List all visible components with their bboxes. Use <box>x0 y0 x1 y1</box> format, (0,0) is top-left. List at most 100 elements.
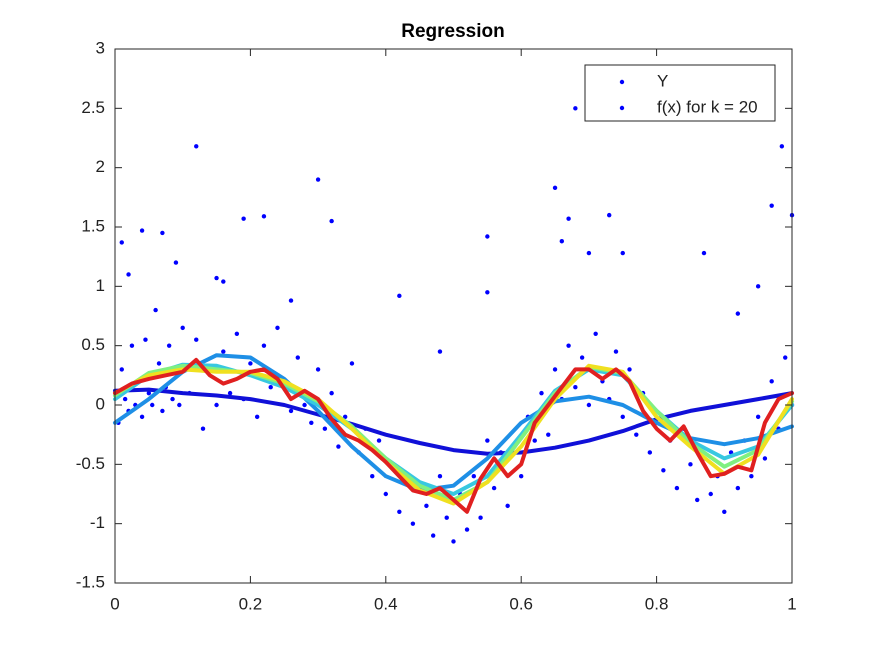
data-point <box>156 361 162 366</box>
data-point <box>695 497 700 503</box>
data-point <box>322 426 328 431</box>
data-point <box>437 349 443 354</box>
data-point <box>579 355 585 360</box>
fit-curve <box>113 387 794 456</box>
data-point <box>160 408 165 414</box>
data-point <box>173 260 179 265</box>
data-point <box>505 503 510 509</box>
data-point <box>200 426 206 431</box>
data-point <box>722 509 727 514</box>
data-point <box>688 462 693 467</box>
data-point <box>532 438 537 443</box>
data-point <box>295 355 300 360</box>
data-point <box>539 390 544 396</box>
data-point <box>315 177 321 182</box>
data-point <box>661 468 666 473</box>
data-point <box>139 414 145 420</box>
data-point <box>485 290 490 295</box>
data-point <box>674 485 680 491</box>
y-tick-label: -1 <box>90 513 105 532</box>
data-point <box>735 485 741 491</box>
data-point <box>261 343 267 348</box>
data-point <box>485 234 490 239</box>
data-point <box>586 250 592 256</box>
data-point <box>302 402 307 408</box>
data-point <box>451 539 456 544</box>
data-point <box>627 367 632 372</box>
data-point <box>620 414 625 420</box>
data-point <box>779 144 785 149</box>
data-point <box>769 203 774 208</box>
y-tick-label: -0.5 <box>76 454 105 473</box>
data-point <box>546 432 551 437</box>
data-point <box>227 390 233 396</box>
legend-marker <box>619 79 625 85</box>
data-point <box>701 250 707 256</box>
data-point <box>150 402 155 408</box>
data-point <box>383 491 388 497</box>
data-point <box>336 444 341 449</box>
data-point <box>573 385 578 390</box>
chart-title: Regression <box>401 21 504 42</box>
data-point <box>194 337 199 342</box>
data-point <box>268 385 273 390</box>
data-point <box>607 212 612 218</box>
data-point <box>471 474 477 479</box>
data-point <box>315 367 321 372</box>
data-point <box>437 474 443 479</box>
data-point <box>424 503 429 509</box>
data-point <box>122 396 128 402</box>
data-point <box>309 420 314 425</box>
data-point <box>194 144 199 149</box>
data-point <box>177 402 182 408</box>
data-point <box>573 106 578 111</box>
x-tick-label: 0.8 <box>645 594 669 613</box>
y-tick-label: 0.5 <box>81 335 105 354</box>
data-point <box>586 402 592 408</box>
data-point <box>288 298 294 303</box>
data-point <box>146 390 152 396</box>
data-point <box>755 284 761 289</box>
data-point <box>241 216 246 221</box>
data-point <box>221 349 226 354</box>
data-point <box>126 272 131 277</box>
data-point <box>735 311 741 316</box>
data-point <box>153 307 158 313</box>
data-point <box>647 450 653 455</box>
data-point <box>221 279 226 284</box>
data-point <box>170 396 175 402</box>
data-point <box>559 239 565 244</box>
data-point <box>708 491 713 497</box>
data-point <box>214 275 219 281</box>
legend-label: f(x) for k = 20 <box>657 97 758 116</box>
data-point <box>552 185 558 191</box>
y-tick-label: 2.5 <box>81 98 105 117</box>
x-tick-label: 0 <box>110 594 119 613</box>
legend-marker <box>619 105 625 111</box>
data-point <box>376 438 382 443</box>
fit-curve <box>113 363 794 506</box>
data-point <box>783 355 788 360</box>
data-point <box>349 361 355 366</box>
data-point <box>593 331 598 336</box>
x-tick-label: 1 <box>787 594 796 613</box>
x-tick-label: 0.2 <box>239 594 263 613</box>
data-point <box>329 390 334 396</box>
data-point <box>234 331 240 336</box>
legend-box <box>584 64 776 122</box>
data-point <box>478 515 483 520</box>
data-point <box>566 216 571 221</box>
data-point <box>342 414 348 420</box>
x-tick-label: 0.4 <box>374 594 398 613</box>
data-point <box>519 474 524 479</box>
data-point <box>762 456 768 461</box>
data-point <box>288 408 294 414</box>
x-tick-label: 0.6 <box>509 594 533 613</box>
data-point <box>485 438 490 443</box>
data-point <box>769 379 774 384</box>
legend-label: Y <box>657 71 668 90</box>
axes-box <box>114 48 793 584</box>
y-tick-label: -1.5 <box>76 572 105 591</box>
data-point <box>444 515 449 520</box>
